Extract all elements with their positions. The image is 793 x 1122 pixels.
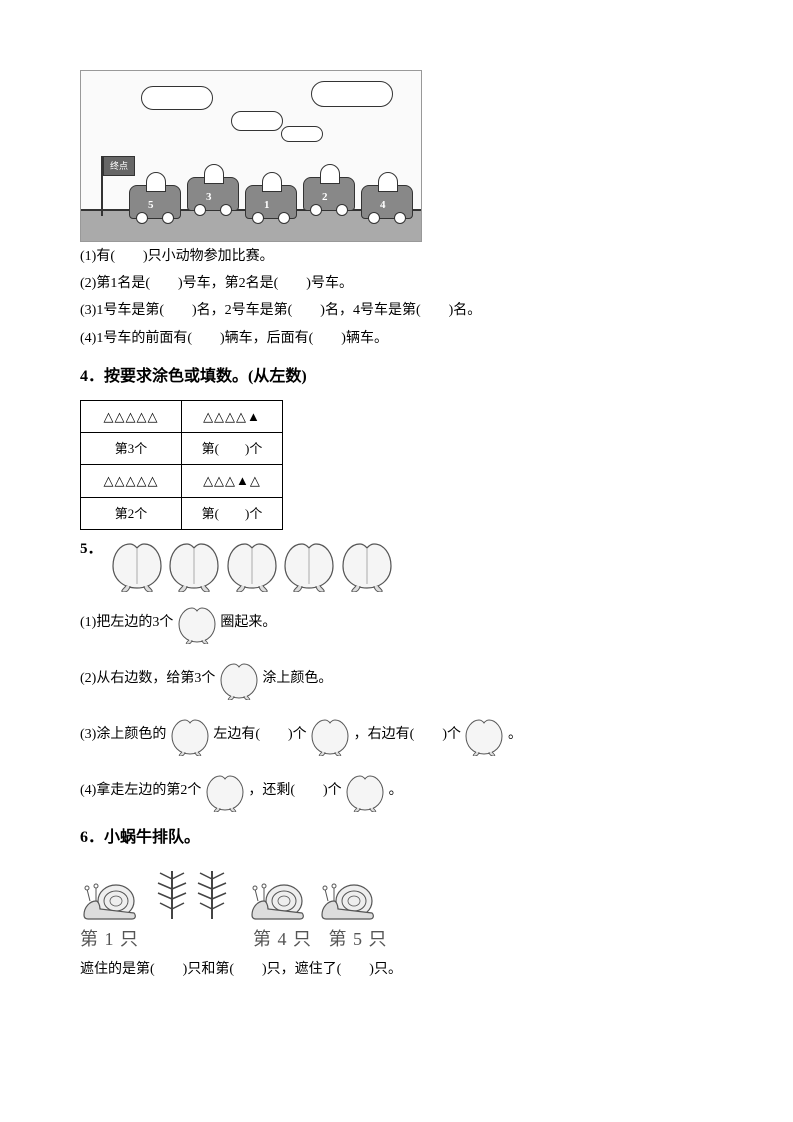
snail-label-5: 第 5 只 [329, 923, 399, 955]
table-cell: 第( )个 [182, 497, 283, 529]
peach-icon [219, 658, 259, 700]
section-5-title: 5． [80, 536, 106, 563]
text: 。 [389, 783, 403, 798]
text: ，右边有( )个 [354, 727, 461, 742]
peach-icon [282, 536, 336, 592]
text: 圈起来。 [220, 615, 276, 630]
peach-icon [464, 714, 504, 756]
table-cell: △△△△△ [81, 400, 182, 432]
q3-2: (2)第1名是( )号车，第2名是( )号车。 [80, 271, 713, 296]
peach-icon [345, 770, 385, 812]
text: (4)拿走左边的第2个 [80, 783, 201, 798]
table-cell: △△△△▲ [182, 400, 283, 432]
text: 左边有( )个 [213, 727, 306, 742]
race-scene-image: 终点 5 3 1 2 4 [80, 70, 422, 242]
snail-icon [248, 871, 310, 921]
peach-icon [167, 536, 221, 592]
text: (3)涂上颜色的 [80, 727, 166, 742]
snail-label-4: 第 4 只 [253, 923, 323, 955]
table-cell: 第( )个 [182, 432, 283, 464]
q3-3: (3)1号车是第( )名，2号车是第( )名，4号车是第( )名。 [80, 298, 713, 323]
peach-icon [110, 536, 164, 592]
peach-icon [170, 714, 210, 756]
table-cell: 第2个 [81, 497, 182, 529]
table-cell: 第3个 [81, 432, 182, 464]
peach-icon [177, 602, 217, 644]
snail-icon [318, 871, 380, 921]
peach-icon [310, 714, 350, 756]
snail-icon [80, 871, 142, 921]
text: (1)把左边的3个 [80, 615, 173, 630]
finish-flag: 终点 [103, 156, 135, 176]
peach-icon [225, 536, 279, 592]
snail-labels: 第 1 只 第 4 只 第 5 只 [80, 923, 713, 955]
q3-1: (1)有( )只小动物参加比赛。 [80, 244, 713, 269]
text: 涂上颜色。 [262, 671, 332, 686]
text: (2)从右边数，给第3个 [80, 671, 215, 686]
q5-4: (4)拿走左边的第2个 ，还剩( )个 。 [80, 770, 713, 812]
peach-icon [205, 770, 245, 812]
text: ，还剩( )个 [248, 783, 341, 798]
section-6-title: 6．小蜗牛排队。 [80, 824, 713, 853]
section-4-title: 4．按要求涂色或填数。(从左数) [80, 363, 713, 392]
text: 。 [508, 727, 522, 742]
peach-icon [340, 536, 394, 592]
snail-row [80, 861, 713, 921]
snail-label-1: 第 1 只 [80, 923, 148, 955]
q3-4: (4)1号车的前面有( )辆车，后面有( )辆车。 [80, 326, 713, 351]
triangle-table: △△△△△ △△△△▲ 第3个 第( )个 △△△△△ △△△▲△ 第2个 第(… [80, 400, 283, 531]
peach-row [110, 556, 394, 571]
q5-2: (2)从右边数，给第3个 涂上颜色。 [80, 658, 713, 700]
table-cell: △△△△△ [81, 465, 182, 497]
q5-1: (1)把左边的3个 圈起来。 [80, 602, 713, 644]
q5-3: (3)涂上颜色的 左边有( )个 ，右边有( )个 。 [80, 714, 713, 756]
table-cell: △△△▲△ [182, 465, 283, 497]
q6: 遮住的是第( )只和第( )只，遮住了( )只。 [80, 957, 713, 982]
bush-icon [150, 861, 240, 921]
